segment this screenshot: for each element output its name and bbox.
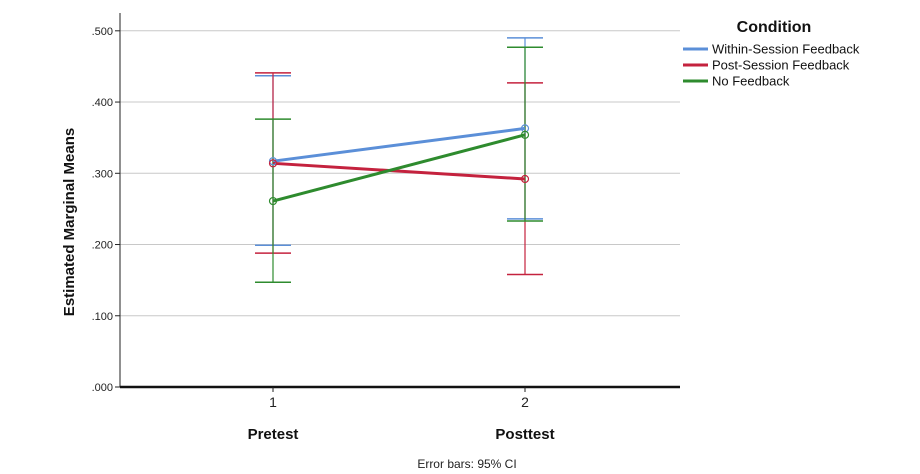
data-point (520, 130, 530, 139)
legend: Condition Within-Session FeedbackPost-Se… (683, 19, 860, 89)
series-line (272, 133, 526, 203)
legend-entry: Within-Session Feedback (712, 42, 860, 57)
y-tick-label: .400 (92, 97, 113, 109)
data-point (268, 157, 278, 166)
legend-entry: No Feedback (712, 74, 790, 89)
y-tick-label: .200 (92, 240, 113, 252)
x-axis: 1 Pretest 2 Posttest (120, 385, 680, 443)
data-point (520, 174, 530, 184)
data-point (268, 159, 278, 168)
x-tick-label: 2 (521, 394, 529, 410)
error-bars (255, 37, 543, 284)
y-tick-label: .300 (92, 168, 113, 180)
y-tick-label: .100 (92, 311, 113, 323)
data-point (268, 196, 278, 206)
y-tick-label: .500 (92, 26, 113, 38)
legend-entry: Post-Session Feedback (712, 58, 850, 73)
x-group-label: Pretest (248, 426, 299, 443)
legend-title: Condition (737, 19, 812, 36)
series-line (272, 161, 526, 181)
y-tick-label: .000 (92, 382, 113, 394)
x-group-label: Posttest (495, 426, 554, 443)
y-axis-label: Estimated Marginal Means (61, 128, 78, 316)
x-tick-label: 1 (269, 394, 277, 410)
footnote: Error bars: 95% CI (417, 457, 516, 471)
series-line (272, 126, 526, 163)
series-points (268, 124, 530, 206)
series-lines (272, 126, 526, 203)
grid-lines (120, 30, 680, 317)
y-axis: .000 .100 .200 .300 .400 .500 (92, 13, 121, 394)
